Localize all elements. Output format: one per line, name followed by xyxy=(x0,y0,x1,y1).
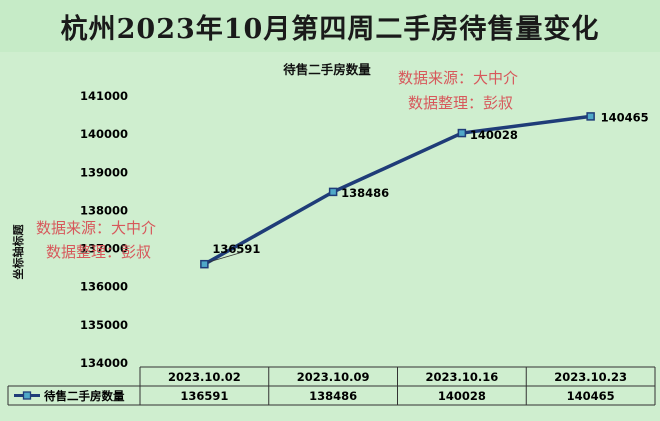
page-title: 杭州2023年10月第四周二手房待售量变化 xyxy=(60,13,600,45)
y-tick-label: 137000 xyxy=(80,242,128,256)
y-axis-title: 坐标轴标题 xyxy=(11,224,25,280)
y-tick-label: 140000 xyxy=(80,127,128,141)
table-value-cell: 140028 xyxy=(438,389,486,403)
data-table: 2023.10.02 2023.10.09 2023.10.16 2023.10.23… xyxy=(7,366,656,406)
y-tick-label: 138000 xyxy=(80,203,128,217)
watermark-2: 数据来源：大中介 数据整理：彭叔 xyxy=(36,219,156,261)
data-point-marker xyxy=(200,259,209,269)
data-labels: 136591 138486 140028 140465 xyxy=(208,110,649,263)
watermark-1: 数据来源：大中介 数据整理：彭叔 xyxy=(398,69,518,112)
y-tick-label: 141000 xyxy=(80,89,128,103)
series-line xyxy=(203,114,591,266)
table-value-cell: 138486 xyxy=(309,389,357,403)
y-tick-label: 135000 xyxy=(80,318,128,332)
data-label: 140465 xyxy=(601,110,649,124)
line-chart: 待售二手房数量 坐标轴标题 13400013500013600013700013… xyxy=(7,62,656,406)
y-tick-label: 134000 xyxy=(80,356,128,370)
y-axis-ticks: 134000 135000 136000 137000 138000 139000 1400… xyxy=(80,89,128,370)
y-tick-label: 139000 xyxy=(80,165,128,179)
x-category-label: 2023.10.23 xyxy=(554,370,627,384)
chart-title: 待售二手房数量 xyxy=(283,62,371,77)
x-category-label: 2023.10.16 xyxy=(425,370,498,384)
data-point-marker xyxy=(586,112,595,121)
x-category-label: 2023.10.02 xyxy=(168,370,241,384)
table-value-cell: 140465 xyxy=(567,389,615,403)
watermark-line-author: 数据整理：彭叔 xyxy=(46,243,151,261)
y-tick-label: 136000 xyxy=(80,280,128,294)
data-label: 140028 xyxy=(470,128,518,142)
title-bar: 杭州2023年10月第四周二手房待售量变化 xyxy=(0,0,660,53)
watermark-line-source: 数据来源：大中介 xyxy=(36,219,156,237)
series-lines xyxy=(203,114,591,266)
watermark-line-source: 数据来源：大中介 xyxy=(398,69,518,87)
series-markers xyxy=(200,112,595,269)
table-row-label: 待售二手房数量 xyxy=(44,389,125,403)
watermark-line-author: 数据整理：彭叔 xyxy=(408,94,513,112)
data-point-marker xyxy=(457,128,467,138)
x-category-label: 2023.10.09 xyxy=(297,370,370,384)
data-label: 136591 xyxy=(212,242,260,256)
table-value-cell: 136591 xyxy=(180,389,228,403)
data-label: 138486 xyxy=(341,186,389,200)
data-label-leader xyxy=(208,251,243,263)
legend-marker-key xyxy=(22,391,32,400)
chart-area: 待售二手房数量 坐标轴标题 134000 135000 136000 137000 13… xyxy=(0,52,660,421)
data-point-marker xyxy=(328,187,338,197)
